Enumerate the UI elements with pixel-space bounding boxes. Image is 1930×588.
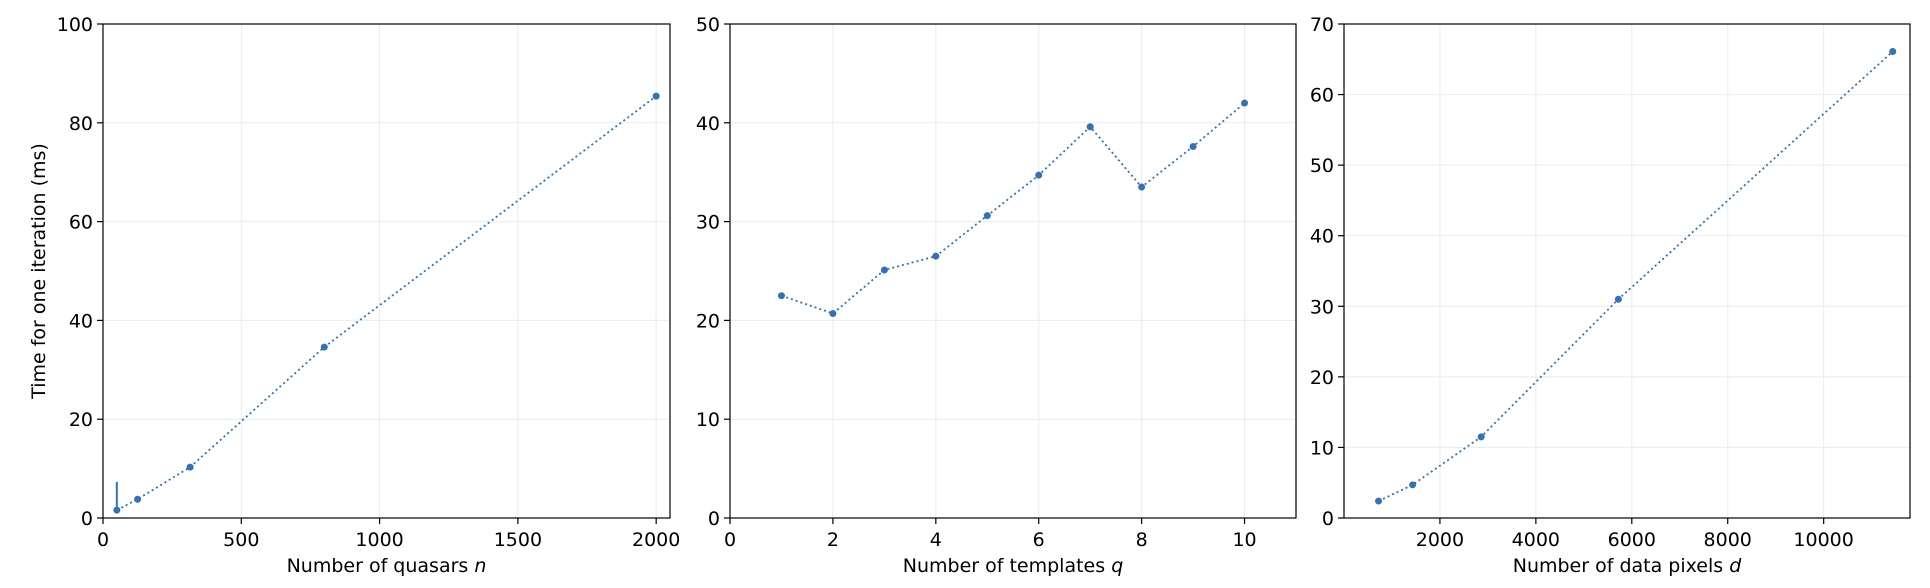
- x-tick-label: 8: [1136, 529, 1148, 551]
- series-line: [116, 95, 657, 511]
- data-point: [320, 343, 328, 351]
- y-tick-label: 60: [1310, 85, 1334, 107]
- series-line: [1378, 50, 1894, 502]
- data-point: [1614, 295, 1622, 303]
- plot-frame: [1343, 23, 1911, 519]
- data-point: [1189, 143, 1197, 151]
- data-point: [1138, 183, 1146, 191]
- data-point: [113, 506, 121, 514]
- y-tick-label: 50: [696, 14, 720, 36]
- x-tick-label: 2: [827, 529, 839, 551]
- x-tick-label: 10000: [1793, 529, 1853, 551]
- chart-panel-2: 0 2 4 6 8 10 0 10 20 30 40 50 Number of templates q: [696, 14, 1297, 577]
- x-tick-label: 6000: [1608, 529, 1656, 551]
- x-tick-label: 0: [724, 529, 736, 551]
- x-tick-label: 8000: [1704, 529, 1752, 551]
- data-point: [1889, 48, 1897, 56]
- data-point: [983, 212, 991, 220]
- y-tick-label: 20: [69, 409, 93, 431]
- x-axis-label: Number of templates q: [903, 555, 1124, 577]
- x-tick-label: 6: [1033, 529, 1045, 551]
- y-tick-label: 0: [81, 508, 93, 530]
- data-point: [1035, 171, 1043, 179]
- data-point: [1409, 481, 1417, 489]
- chart-panel-3: 2000 4000 6000 8000 10000 0 10 20 30 40 50 60 70 Numb…: [1310, 14, 1911, 577]
- data-point: [1477, 433, 1485, 441]
- data-point: [1375, 497, 1383, 505]
- x-axis-label: Number of quasars n: [287, 555, 487, 577]
- x-tick-label: 4: [930, 529, 942, 551]
- plot-frame: [102, 23, 671, 519]
- x-tick-label: 2000: [632, 529, 680, 551]
- data-point: [186, 463, 194, 471]
- data-point: [134, 495, 142, 503]
- y-tick-label: 30: [1310, 296, 1334, 318]
- series-line: [781, 102, 1246, 315]
- y-tick-label: 10: [696, 409, 720, 431]
- data-point: [777, 292, 785, 300]
- x-tick-label: 4000: [1512, 529, 1560, 551]
- chart-panel-1: 0 500 1000 1500 2000 0 20 40 60 80 100 Number of qu…: [28, 14, 680, 577]
- x-tick-label: 0: [97, 529, 109, 551]
- y-axis-label: Time for one iteration (ms): [28, 143, 50, 400]
- y-tick-label: 60: [69, 212, 93, 234]
- x-tick-label: 1500: [494, 529, 542, 551]
- y-tick-label: 40: [696, 113, 720, 135]
- data-point: [652, 92, 660, 100]
- y-tick-label: 30: [696, 212, 720, 234]
- data-point: [1086, 123, 1094, 131]
- x-tick-label: 10: [1232, 529, 1256, 551]
- y-tick-label: 10: [1310, 437, 1334, 459]
- x-tick-label: 2000: [1416, 529, 1464, 551]
- data-point: [829, 309, 837, 317]
- x-tick-label: 1000: [355, 529, 403, 551]
- x-tick-label: 500: [223, 529, 259, 551]
- data-point: [932, 252, 940, 260]
- data-point: [880, 266, 888, 274]
- data-point: [1241, 99, 1249, 107]
- y-tick-label: 0: [1322, 508, 1334, 530]
- y-tick-label: 100: [57, 14, 93, 36]
- y-tick-label: 20: [1310, 367, 1334, 389]
- y-tick-label: 50: [1310, 155, 1334, 177]
- y-tick-label: 70: [1310, 14, 1334, 36]
- y-tick-label: 20: [696, 310, 720, 332]
- y-tick-label: 80: [69, 113, 93, 135]
- x-axis-label: Number of data pixels d: [1513, 555, 1742, 577]
- y-tick-label: 40: [69, 310, 93, 332]
- y-tick-label: 0: [708, 508, 720, 530]
- y-tick-label: 40: [1310, 226, 1334, 248]
- plot-frame: [729, 23, 1297, 519]
